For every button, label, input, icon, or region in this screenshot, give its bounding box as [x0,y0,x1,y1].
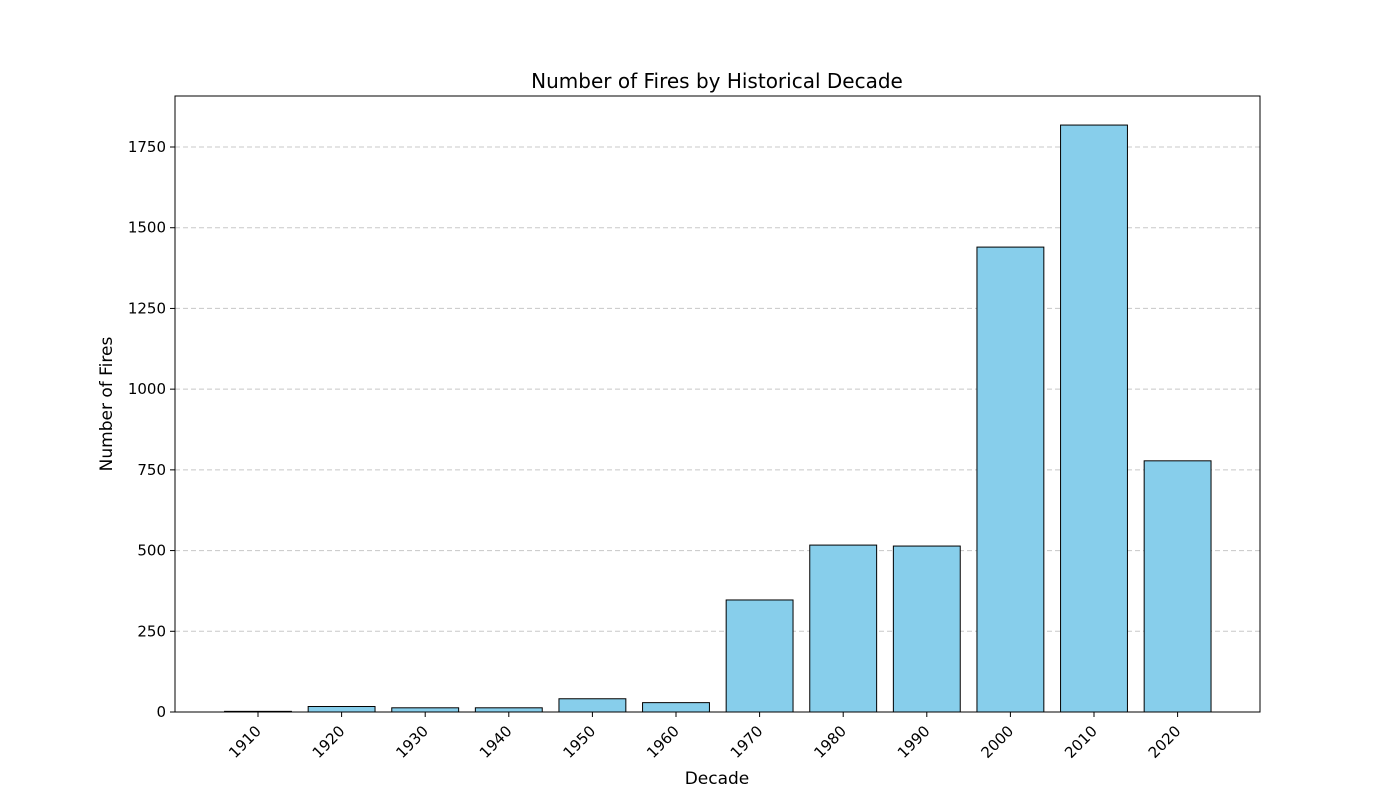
x-tick-label: 1980 [810,722,850,762]
x-tick-label: 1990 [894,722,934,762]
bars [224,124,1212,713]
bar-1940 [474,707,543,713]
y-tick-label: 750 [137,461,166,479]
y-tick-label: 500 [137,542,166,560]
y-tick-label: 1000 [128,380,166,398]
y-tick-label: 250 [137,622,166,640]
bar-2010 [1060,124,1128,713]
bar-2020 [1143,460,1212,713]
x-axis-label: Decade [685,769,750,789]
y-tick-label: 1750 [128,138,166,156]
chart-title: Number of Fires by Historical Decade [531,69,903,93]
y-tick-label: 1500 [128,219,166,237]
bar-1980 [809,544,878,713]
bar-1950 [558,698,627,713]
x-tick-label: 1910 [225,722,265,762]
bar-2000 [976,246,1045,713]
x-tick-label: 2000 [977,722,1017,762]
x-axis-ticks: 1910 1920 1930 1940 1950 1960 1970 1980 1990 2000… [225,712,1184,762]
y-axis-ticks: 0 250 500 750 1000 1250 1500 1750 [128,138,175,721]
bar-1960 [642,702,710,713]
x-tick-label: 1930 [392,722,432,762]
y-tick-label: 1250 [128,299,166,317]
bar-1920 [307,706,376,713]
y-axis-label: Number of Fires [97,337,117,472]
y-tick-label: 0 [156,703,166,721]
plot-frame [174,95,1261,713]
bar-1930 [391,707,460,713]
x-tick-label: 2010 [1061,722,1101,762]
x-tick-label: 1920 [309,722,349,762]
bar-1990 [892,545,961,713]
x-tick-label: 1960 [643,722,683,762]
x-tick-label: 1940 [476,722,516,762]
x-tick-label: 1950 [559,722,599,762]
bar-1970 [725,599,794,713]
x-tick-label: 2020 [1145,722,1185,762]
x-tick-label: 1970 [727,722,767,762]
